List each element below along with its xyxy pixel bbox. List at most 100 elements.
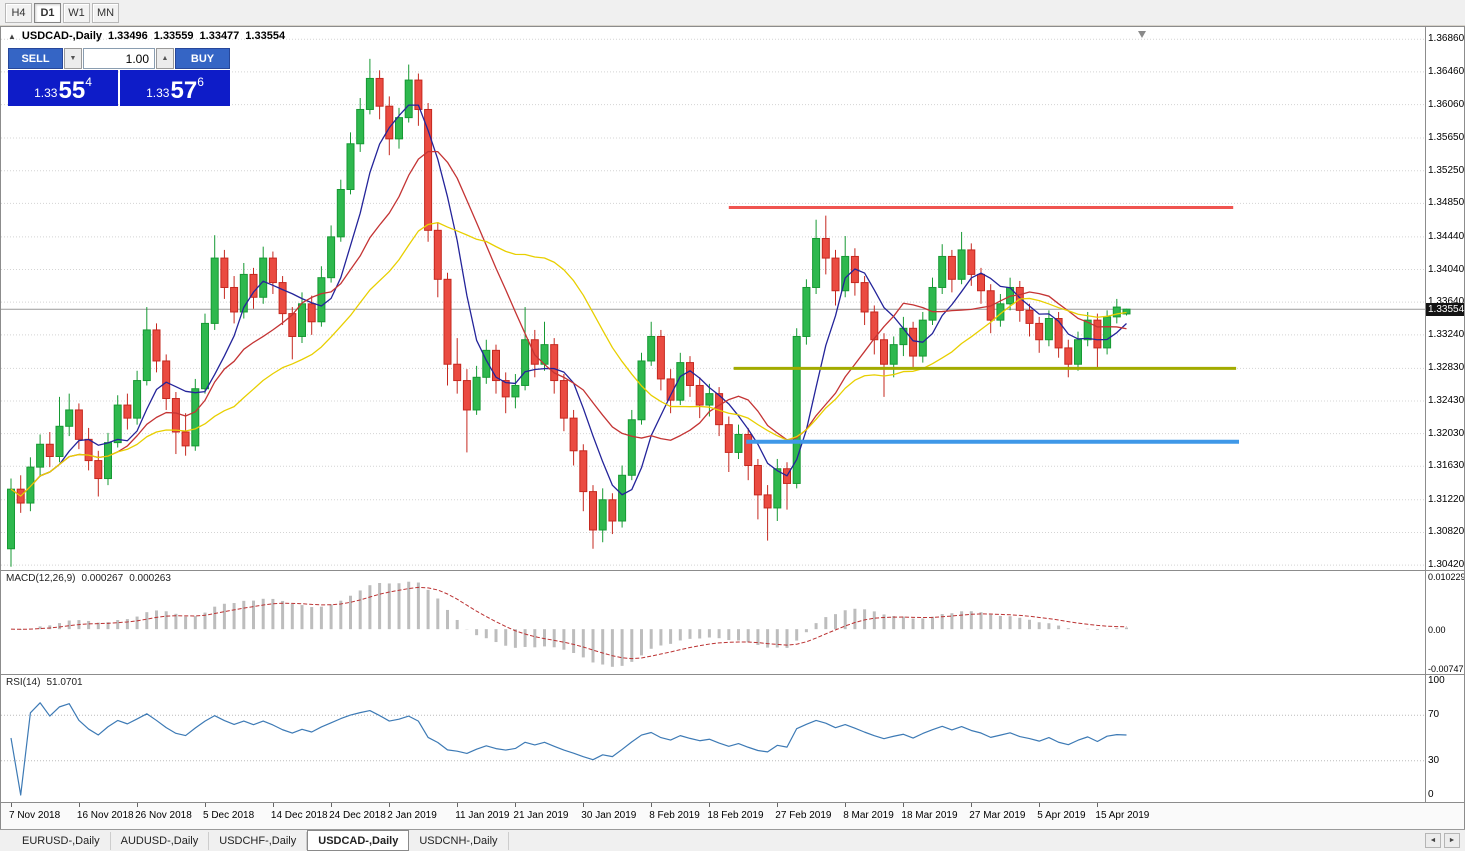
main-chart-panel: ▲ USDCAD-,Daily 1.33496 1.33559 1.33477 … <box>0 26 1425 571</box>
time-axis[interactable]: 7 Nov 2018 16 Nov 2018 26 Nov 2018 5 Dec 20… <box>0 803 1425 829</box>
time-axis-tick <box>389 803 391 807</box>
volume-decrease-button[interactable]: ▼ <box>64 48 82 69</box>
macd-signal-value: 0.000263 <box>129 573 171 584</box>
price-axis-label: 1.33240 <box>1428 328 1465 340</box>
moving-average-24 <box>10 221 1127 497</box>
main-price-axis[interactable]: 1.33554 1.36860 1.36460 1.36060 1.35650 1.35… <box>1425 26 1465 571</box>
rsi-axis-label: 70 <box>1428 709 1440 721</box>
rsi-name: RSI(14) <box>6 677 41 688</box>
chart-symbol-icon: ▲ <box>8 31 16 41</box>
rsi-canvas[interactable] <box>1 675 1425 801</box>
tabs-scroll-right-button[interactable]: ► <box>1444 833 1460 848</box>
timeframe-button-w1[interactable]: W1 <box>63 2 90 23</box>
price-axis-label: 1.35250 <box>1428 164 1465 176</box>
time-axis-label: 7 Nov 2018 <box>9 810 61 821</box>
macd-axis-label: 0.00 <box>1428 625 1446 636</box>
symbol-tab-audusd[interactable]: AUDUSD-,Daily <box>111 831 210 850</box>
time-axis-label: 18 Mar 2019 <box>901 810 958 821</box>
timeframe-button-h4[interactable]: H4 <box>5 2 32 23</box>
time-axis-label: 2 Jan 2019 <box>387 810 437 821</box>
time-axis-label: 27 Mar 2019 <box>969 810 1026 821</box>
price-axis-label: 1.33640 <box>1428 296 1465 308</box>
current-price-badge: 1.33554 <box>1426 303 1465 317</box>
timeframe-button-d1[interactable]: D1 <box>34 2 61 23</box>
symbol-tab-usdcnh[interactable]: USDCNH-,Daily <box>409 831 509 850</box>
symbol-tab-usdcad[interactable]: USDCAD-,Daily <box>307 830 410 851</box>
sell-price-pipette: 4 <box>85 75 92 89</box>
volume-increase-button[interactable]: ▲ <box>156 48 174 69</box>
price-axis-label: 1.31220 <box>1428 493 1465 505</box>
price-axis-label: 1.34440 <box>1428 230 1465 242</box>
chart-shift-marker[interactable] <box>1138 31 1147 38</box>
macd-name: MACD(12,26,9) <box>6 573 76 584</box>
price-axis-label: 1.36460 <box>1428 65 1465 77</box>
time-axis-tick <box>457 803 459 807</box>
rsi-line <box>10 702 1127 796</box>
main-chart-canvas[interactable] <box>1 27 1425 570</box>
time-axis-tick <box>845 803 847 807</box>
price-axis-label: 1.35650 <box>1428 132 1465 144</box>
time-axis-tick <box>903 803 905 807</box>
buy-price-pips: 57 <box>170 77 198 104</box>
sell-button[interactable]: SELL <box>8 48 63 69</box>
symbol-tab-usdchf[interactable]: USDCHF-,Daily <box>209 831 308 850</box>
time-axis-tick <box>1097 803 1099 807</box>
ohlc-high: 1.33559 <box>153 30 194 42</box>
sell-price-display[interactable]: 1.33 55 4 <box>8 70 118 106</box>
macd-price-axis[interactable]: 0.010229 0.00 -0.007477 <box>1425 571 1465 675</box>
time-axis-tick <box>1039 803 1041 807</box>
time-axis-tick <box>331 803 333 807</box>
rsi-price-axis[interactable]: 100 70 30 0 <box>1425 675 1465 803</box>
rsi-axis-label: 30 <box>1428 754 1440 766</box>
chevron-down-icon: ▼ <box>69 55 77 62</box>
time-axis-tick <box>515 803 517 807</box>
time-axis-tick <box>11 803 12 807</box>
arrow-left-icon: ◄ <box>1429 837 1437 844</box>
rsi-title: RSI(14) 51.0701 <box>6 677 83 688</box>
time-axis-tick <box>971 803 973 807</box>
time-axis-tick <box>205 803 206 807</box>
time-axis-label: 27 Feb 2019 <box>775 810 832 821</box>
price-axis-label: 1.34850 <box>1428 197 1465 209</box>
time-axis-label: 24 Dec 2018 <box>329 810 386 821</box>
timeframe-button-mn[interactable]: MN <box>92 2 119 23</box>
time-axis-label: 18 Feb 2019 <box>707 810 764 821</box>
price-axis-label: 1.32830 <box>1428 362 1465 374</box>
grid-layer <box>1 38 1425 566</box>
time-axis-label: 8 Feb 2019 <box>649 810 700 821</box>
time-axis-label: 26 Nov 2018 <box>135 810 192 821</box>
rsi-axis-label: 100 <box>1428 675 1445 686</box>
time-axis-corner <box>1425 803 1465 829</box>
time-axis-tick <box>78 803 80 807</box>
buy-button[interactable]: BUY <box>175 48 230 69</box>
volume-input[interactable] <box>83 48 155 69</box>
arrow-right-icon: ► <box>1448 837 1456 844</box>
ohlc-close: 1.33554 <box>245 30 286 42</box>
time-axis-tick <box>651 803 653 807</box>
price-axis-label: 1.31630 <box>1428 460 1465 472</box>
macd-canvas[interactable] <box>1 571 1425 673</box>
tabs-container: EURUSD-,Daily AUDUSD-,Daily USDCHF-,Daily U… <box>12 830 509 851</box>
buy-price-display[interactable]: 1.33 57 6 <box>120 70 230 106</box>
time-axis-label: 11 Jan 2019 <box>455 810 510 821</box>
rsi-axis-label: 0 <box>1428 789 1434 800</box>
time-axis-label: 8 Mar 2019 <box>843 810 894 821</box>
timeframe-toolbar: H4 D1 W1 MN <box>0 0 1465 26</box>
time-axis-row: 7 Nov 2018 16 Nov 2018 26 Nov 2018 5 Dec 20… <box>0 803 1465 829</box>
tabs-scroll-left-button[interactable]: ◄ <box>1425 833 1441 848</box>
moving-average-6 <box>10 104 1127 497</box>
symbol-tab-eurusd[interactable]: EURUSD-,Daily <box>12 831 111 850</box>
rsi-panel: RSI(14) 51.0701 <box>0 675 1425 803</box>
macd-panel: MACD(12,26,9) 0.000267 0.000263 <box>0 571 1425 675</box>
price-axis-label: 1.36060 <box>1428 98 1465 110</box>
time-axis-label: 21 Jan 2019 <box>513 810 569 821</box>
macd-signal-line <box>10 586 1127 660</box>
time-axis-label: 5 Dec 2018 <box>203 810 255 821</box>
ohlc-low: 1.33477 <box>199 30 240 42</box>
sell-price-pips: 55 <box>58 77 86 104</box>
time-axis-tick <box>137 803 139 807</box>
chevron-up-icon: ▲ <box>161 55 169 62</box>
time-axis-label: 5 Apr 2019 <box>1037 810 1086 821</box>
tabs-navigation: ◄ ► <box>1425 833 1460 848</box>
